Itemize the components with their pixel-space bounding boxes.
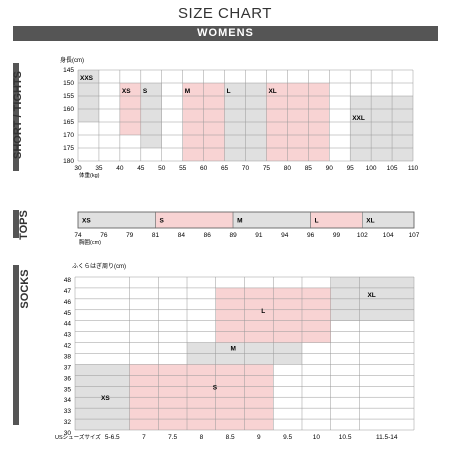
short-size-label-xxl: XXL bbox=[352, 115, 365, 122]
socks-x-tick: 10.5 bbox=[339, 434, 352, 441]
tops-size-label-m: M bbox=[237, 218, 242, 225]
tops-section-bar bbox=[13, 210, 19, 238]
tops-x-tick: 84 bbox=[178, 232, 186, 239]
short-x-tick: 100 bbox=[366, 165, 377, 172]
socks-y-tick: 35 bbox=[64, 386, 72, 393]
tops-x-tick: 107 bbox=[409, 232, 420, 239]
tops-x-tick: 89 bbox=[229, 232, 237, 239]
socks-y-tick: 47 bbox=[64, 288, 72, 295]
short-x-tick: 110 bbox=[408, 165, 419, 172]
short-x-tick: 30 bbox=[74, 165, 82, 172]
tops-x-tick: 79 bbox=[126, 232, 134, 239]
tops-x-tick: 86 bbox=[204, 232, 212, 239]
short-size-label-xs: XS bbox=[122, 88, 131, 95]
short-x-tick: 50 bbox=[158, 165, 166, 172]
short-size-label-l: L bbox=[227, 88, 231, 95]
short-x-tick: 70 bbox=[242, 165, 250, 172]
tops-x-tick: 96 bbox=[307, 232, 315, 239]
tops-frame bbox=[77, 211, 415, 229]
tops-size-label-xs: XS bbox=[82, 218, 91, 225]
socks-size-label-s: S bbox=[213, 384, 218, 391]
socks-y-tick: 36 bbox=[64, 375, 72, 382]
tops-size-label-l: L bbox=[315, 218, 319, 225]
short-y-tick: 170 bbox=[63, 132, 74, 139]
socks-x-tick: 9 bbox=[257, 434, 261, 441]
tops-x-tick: 104 bbox=[383, 232, 394, 239]
socks-section-bar bbox=[13, 265, 19, 425]
tops-x-tick: 94 bbox=[281, 232, 289, 239]
socks-y-tick: 32 bbox=[64, 419, 72, 426]
socks-y-tick: 33 bbox=[64, 408, 72, 415]
socks-x-tick: 8.5 bbox=[226, 434, 235, 441]
short-y-unit: 身長(cm) bbox=[60, 56, 84, 64]
short-x-tick: 75 bbox=[263, 165, 271, 172]
short-size-label-m: M bbox=[185, 88, 190, 95]
socks-y-tick: 46 bbox=[64, 299, 72, 306]
socks-x-unit: USシューズサイズ bbox=[55, 433, 101, 441]
tops-x-tick: 91 bbox=[255, 232, 263, 239]
socks-size-label-m: M bbox=[231, 346, 236, 353]
socks-y-tick: 43 bbox=[64, 332, 72, 339]
short-size-block-xxl bbox=[350, 96, 413, 161]
socks-y-tick: 44 bbox=[64, 321, 72, 328]
short-size-label-xl: XL bbox=[268, 88, 276, 95]
tops-size-label-xl: XL bbox=[366, 218, 374, 225]
short-size-label-s: S bbox=[143, 88, 148, 95]
socks-y-tick: 45 bbox=[64, 310, 72, 317]
tops-x-unit: 胸囲(cm) bbox=[79, 238, 101, 246]
short-y-tick: 155 bbox=[63, 93, 74, 100]
short-y-tick: 145 bbox=[63, 67, 74, 74]
socks-y-tick: 38 bbox=[64, 354, 72, 361]
short-y-tick: 165 bbox=[63, 119, 74, 126]
short-x-tick: 90 bbox=[326, 165, 334, 172]
short-x-tick: 45 bbox=[137, 165, 145, 172]
tops-x-tick: 76 bbox=[100, 232, 108, 239]
socks-y-unit: ふくらはぎ周り(cm) bbox=[72, 262, 126, 270]
socks-y-tick: 37 bbox=[64, 364, 72, 371]
socks-x-tick: 7 bbox=[142, 434, 146, 441]
short-y-tick: 180 bbox=[63, 158, 74, 165]
socks-x-tick: 10 bbox=[313, 434, 321, 441]
short-y-tick: 160 bbox=[63, 106, 74, 113]
short-x-tick: 35 bbox=[95, 165, 103, 172]
womens-banner: WOMENS bbox=[13, 26, 438, 41]
socks-x-tick: 5-6.5 bbox=[105, 434, 120, 441]
tops-x-tick: 81 bbox=[152, 232, 160, 239]
short-x-tick: 40 bbox=[116, 165, 124, 172]
short-size-label-xxs: XXS bbox=[80, 75, 94, 82]
socks-size-label-l: L bbox=[261, 308, 265, 315]
short-x-tick: 55 bbox=[179, 165, 187, 172]
short-y-tick: 150 bbox=[63, 80, 74, 87]
short-x-tick: 105 bbox=[387, 165, 398, 172]
tops-x-tick: 102 bbox=[357, 232, 368, 239]
socks-x-tick: 9.5 bbox=[283, 434, 292, 441]
page-title: SIZE CHART bbox=[178, 5, 272, 22]
socks-y-tick: 48 bbox=[64, 277, 72, 284]
short-size-block-s bbox=[140, 83, 162, 148]
socks-y-tick: 42 bbox=[64, 343, 72, 350]
short-x-tick: 65 bbox=[221, 165, 229, 172]
socks-y-tick: 34 bbox=[64, 397, 72, 404]
tops-size-block-s bbox=[155, 211, 234, 229]
socks-size-label-xs: XS bbox=[101, 395, 110, 402]
tops-x-tick: 74 bbox=[74, 232, 82, 239]
short-x-tick: 85 bbox=[305, 165, 313, 172]
socks-size-label-xl: XL bbox=[367, 292, 375, 299]
tops-x-tick: 99 bbox=[333, 232, 341, 239]
socks-x-tick: 8 bbox=[200, 434, 204, 441]
socks-x-tick: 7.5 bbox=[168, 434, 177, 441]
short-x-unit: 体重(kg) bbox=[79, 171, 100, 179]
tops-size-block-m bbox=[232, 211, 311, 229]
short-y-tick: 175 bbox=[63, 145, 74, 152]
short-x-tick: 60 bbox=[200, 165, 208, 172]
socks-y-tick: 30 bbox=[64, 430, 72, 437]
short-section-bar bbox=[13, 63, 19, 171]
short-x-tick: 95 bbox=[347, 165, 355, 172]
short-x-tick: 80 bbox=[284, 165, 292, 172]
tops-size-label-s: S bbox=[160, 218, 165, 225]
socks-x-tick: 11.5-14 bbox=[376, 434, 398, 441]
